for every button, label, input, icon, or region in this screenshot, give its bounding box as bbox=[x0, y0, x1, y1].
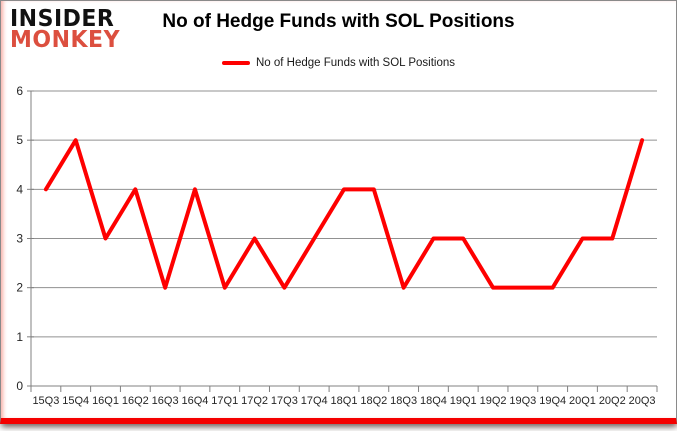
legend-label: No of Hedge Funds with SOL Positions bbox=[255, 57, 455, 69]
series-line-sol-positions bbox=[43, 138, 645, 290]
x-axis-tick-label: 18Q2 bbox=[360, 395, 387, 407]
y-axis-tick-label: 2 bbox=[16, 281, 23, 295]
x-axis-tick-label: 18Q4 bbox=[420, 395, 447, 407]
x-axis-tick-label: 20Q3 bbox=[629, 395, 656, 407]
x-axis-tick-label: 19Q2 bbox=[480, 395, 507, 407]
x-axis-tick-label: 17Q2 bbox=[241, 395, 268, 407]
x-axis-tick-label: 19Q1 bbox=[450, 395, 477, 407]
y-axis-tick-label: 6 bbox=[16, 84, 23, 98]
x-axis-tick-label: 19Q3 bbox=[509, 395, 536, 407]
y-axis-tick-label: 4 bbox=[16, 182, 23, 196]
x-axis-tick-label: 18Q3 bbox=[390, 395, 417, 407]
x-axis-tick-label: 19Q4 bbox=[539, 395, 566, 407]
chart-title: No of Hedge Funds with SOL Positions bbox=[162, 11, 515, 32]
x-axis-tick-label: 15Q4 bbox=[62, 395, 89, 407]
y-axis-tick-label: 5 bbox=[16, 133, 23, 147]
legend-line-swatch bbox=[221, 61, 250, 65]
x-axis-tick-label: 18Q1 bbox=[331, 395, 358, 407]
x-axis-tick-label: 16Q2 bbox=[122, 395, 149, 407]
insider-monkey-logo: INSIDER MONKEY bbox=[10, 5, 121, 54]
x-axis-tick-label: 16Q4 bbox=[181, 395, 208, 407]
x-axis-tick-label: 17Q3 bbox=[271, 395, 298, 407]
y-axis-tick-label: 0 bbox=[16, 379, 23, 393]
x-axis-tick-label: 20Q1 bbox=[569, 395, 596, 407]
logo-line-insider: INSIDER bbox=[10, 5, 115, 33]
x-axis-tick-label: 16Q3 bbox=[152, 395, 179, 407]
x-axis-tick-label: 20Q2 bbox=[599, 395, 626, 407]
y-axis-tick-label: 1 bbox=[16, 330, 23, 344]
chart-legend: No of Hedge Funds with SOL Positions bbox=[1, 57, 676, 69]
x-axis-tick-label: 15Q3 bbox=[32, 395, 59, 407]
x-axis-tick-label: 17Q4 bbox=[301, 395, 328, 407]
x-axis-tick-label: 17Q1 bbox=[211, 395, 238, 407]
x-axis-tick-label: 16Q1 bbox=[92, 395, 119, 407]
y-axis-tick-label: 3 bbox=[16, 232, 23, 246]
logo-line-monkey: MONKEY bbox=[10, 27, 121, 54]
